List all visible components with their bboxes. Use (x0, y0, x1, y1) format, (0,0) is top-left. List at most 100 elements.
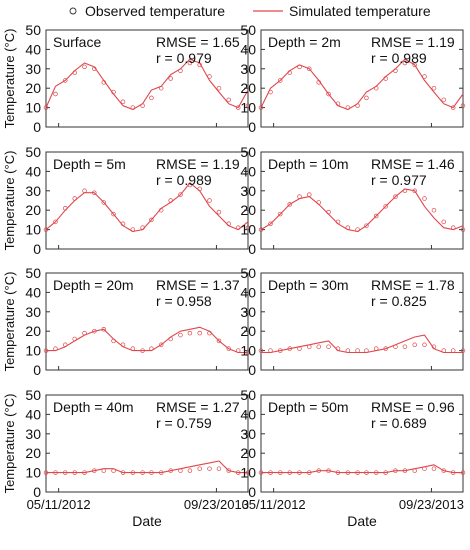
y-tick-label: 10 (25, 222, 41, 238)
observed-point (450, 105, 456, 110)
y-tick-label: 50 (240, 265, 256, 281)
observed-point (431, 466, 437, 471)
observed-point (373, 213, 379, 219)
y-tick-label: 10 (240, 465, 256, 481)
panel: 0 10 20 30 40 50 05/11/2012 09/23/2013 Date Depth… (240, 387, 466, 529)
observed-point (235, 105, 241, 110)
observed-point (72, 470, 77, 475)
observed-point (345, 470, 351, 475)
observed-point (235, 225, 241, 230)
simulated-line (261, 464, 463, 474)
observed-point (53, 219, 58, 225)
r-label: r = 0.689 (371, 415, 427, 431)
x-tick-label: 09/23/2013 (399, 497, 464, 512)
observed-point (92, 328, 97, 334)
observed-point (297, 64, 302, 70)
observed-point (345, 105, 351, 110)
y-tick-label: 40 (25, 163, 41, 179)
simulated-line (46, 460, 248, 474)
observed-point (422, 342, 427, 348)
observed-point (168, 336, 173, 342)
simulated-line (260, 58, 464, 111)
observed-point (216, 338, 222, 344)
observed-point (373, 470, 379, 475)
panel: 0 10 20 30 40 50 Temperature (°C) Depth = 20m RM… (2, 265, 251, 378)
simulated-line (260, 188, 464, 233)
panel-title: Depth = 10m (268, 156, 349, 172)
rmse-label: RMSE = 1.65 (156, 34, 240, 50)
observed-point (450, 225, 456, 230)
y-tick-label: 40 (240, 41, 256, 57)
observed-point (101, 80, 107, 85)
y-tick-label: 50 (25, 265, 41, 281)
observed-point (297, 346, 302, 351)
observed-point (82, 188, 87, 194)
y-tick-label: 30 (25, 304, 41, 320)
observed-point (278, 470, 283, 475)
y-tick-label: 20 (240, 323, 256, 339)
observed-point (364, 95, 369, 101)
observed-point (431, 207, 437, 213)
observed-point (226, 97, 231, 103)
observed-point (422, 74, 427, 79)
observed-point (268, 89, 273, 95)
plot-frame (260, 394, 464, 493)
observed-point (53, 470, 58, 475)
y-tick-label: 10 (25, 100, 41, 116)
observed-point (149, 470, 154, 475)
y-tick-label: 20 (25, 80, 41, 96)
observed-point (149, 217, 154, 223)
observed-point (326, 344, 331, 349)
panel: 0 10 20 30 40 50 Temperature (°C) 05/11/2012 09/… (2, 387, 251, 529)
observed-point (111, 338, 116, 344)
observed-point (412, 62, 417, 68)
observed-point (53, 91, 58, 97)
y-axis-label: Temperature (°C) (2, 29, 17, 129)
panel: 0 10 20 30 40 50 Depth = 2m RMSE = 1.19r = 0.98… (240, 22, 466, 135)
observed-point (111, 468, 116, 473)
panel-title: Depth = 40m (53, 399, 134, 415)
observed-point (335, 101, 341, 106)
observed-point (245, 225, 251, 230)
legend-observed-label: Observed temperature (85, 3, 225, 19)
observed-point (258, 348, 264, 353)
observed-point (178, 68, 183, 73)
observed-point (168, 76, 173, 81)
observed-point (287, 346, 292, 351)
y-tick-label: 10 (25, 465, 41, 481)
y-tick-label: 30 (25, 183, 41, 199)
observed-point (383, 346, 388, 351)
observed-point (431, 344, 437, 349)
observed-point (402, 60, 408, 66)
r-label: r = 0.958 (156, 293, 212, 309)
panels: 0 10 20 30 40 50 Temperature (°C) Surface RMSE =… (2, 22, 466, 529)
observed-point (355, 103, 360, 108)
observed-point (158, 207, 164, 213)
y-tick-label: 40 (240, 163, 256, 179)
observed-point (207, 74, 212, 79)
legend-simulated-label: Simulated temperature (289, 3, 431, 19)
panel: 0 10 20 30 40 50 Temperature (°C) Surface RMSE =… (2, 22, 251, 135)
y-tick-label: 50 (240, 22, 256, 38)
observed-point (383, 76, 388, 81)
observed-point (92, 468, 97, 473)
legend: Observed temperature Simulated temperatu… (69, 3, 431, 19)
y-tick-label: 0 (33, 362, 41, 378)
y-tick-label: 30 (25, 426, 41, 442)
observed-point (268, 470, 273, 475)
observed-point (130, 227, 136, 232)
observed-point (111, 89, 116, 95)
observed-point (307, 66, 312, 72)
observed-point (450, 470, 456, 475)
observed-point (383, 470, 388, 475)
observed-point (460, 470, 466, 475)
observed-point (187, 468, 193, 473)
observed-point (43, 348, 49, 353)
observed-point (307, 192, 312, 197)
y-axis-label: Temperature (°C) (2, 394, 17, 494)
observed-point (245, 470, 251, 475)
observed-point (345, 348, 351, 353)
observed-point (197, 62, 202, 68)
rmse-label: RMSE = 1.46 (371, 156, 455, 172)
